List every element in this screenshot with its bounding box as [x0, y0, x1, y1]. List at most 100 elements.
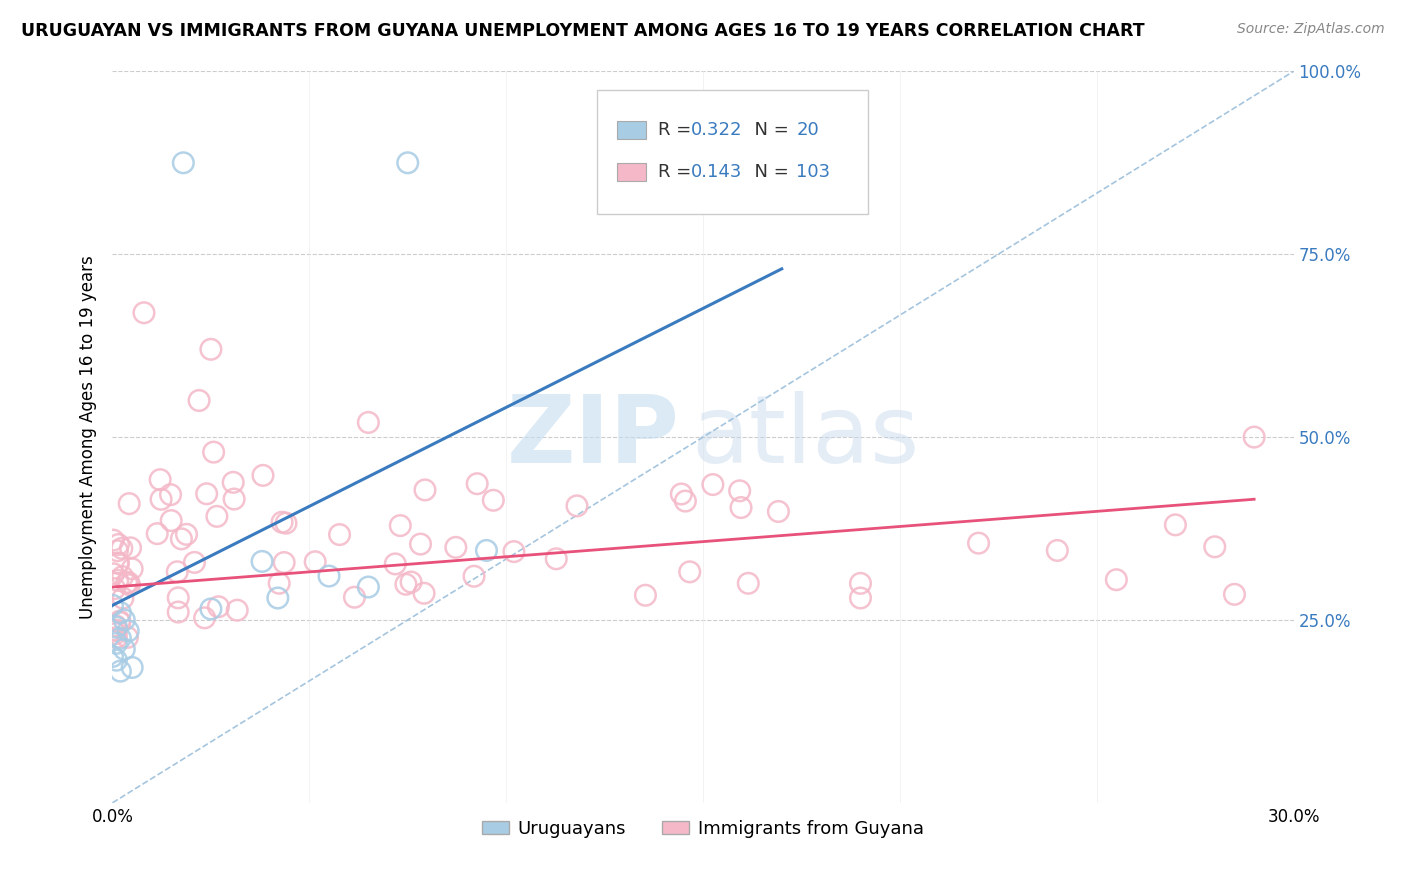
Point — [702, 477, 724, 491]
Point — [565, 499, 588, 513]
Point — [329, 527, 352, 541]
Point — [107, 537, 129, 551]
Point — [444, 541, 467, 555]
Text: Source: ZipAtlas.com: Source: ZipAtlas.com — [1237, 22, 1385, 37]
Point — [101, 649, 124, 664]
Text: atlas: atlas — [692, 391, 920, 483]
Point — [274, 516, 297, 531]
Point — [849, 576, 872, 591]
Point — [108, 615, 131, 630]
Point — [728, 483, 751, 498]
Point — [634, 588, 657, 602]
Point — [269, 576, 291, 591]
Point — [343, 591, 366, 605]
Point — [399, 575, 422, 590]
Point — [104, 626, 127, 640]
Point — [222, 475, 245, 490]
Point — [167, 605, 190, 619]
Point — [167, 591, 190, 605]
Point — [105, 543, 128, 558]
Point — [252, 468, 274, 483]
Point — [111, 569, 134, 583]
Point — [166, 565, 188, 579]
Point — [357, 580, 380, 594]
Text: R =: R = — [658, 121, 697, 139]
Point — [475, 543, 498, 558]
Point — [105, 631, 128, 645]
Point — [409, 537, 432, 551]
Point — [160, 514, 183, 528]
Point — [194, 611, 217, 625]
Point — [112, 642, 135, 657]
Point — [304, 555, 326, 569]
Point — [273, 556, 295, 570]
Point — [195, 487, 218, 501]
Point — [117, 624, 139, 638]
Text: R =: R = — [658, 163, 697, 181]
Point — [107, 556, 129, 570]
Point — [112, 613, 135, 627]
Text: ZIP: ZIP — [506, 391, 679, 483]
Point — [318, 569, 340, 583]
Point — [110, 632, 132, 646]
Bar — [617, 162, 647, 181]
Point — [1164, 517, 1187, 532]
Point — [384, 557, 406, 571]
Point — [118, 497, 141, 511]
Point — [207, 599, 229, 614]
Point — [159, 488, 181, 502]
Point — [671, 487, 693, 501]
Point — [111, 591, 134, 606]
Point — [107, 574, 129, 588]
Point — [395, 577, 418, 591]
Point — [413, 483, 436, 497]
Point — [103, 624, 125, 638]
Point — [172, 156, 194, 170]
Point — [110, 664, 132, 678]
Point — [117, 575, 139, 590]
Point — [250, 554, 273, 568]
Point — [105, 619, 128, 633]
Point — [121, 660, 143, 674]
Point — [730, 500, 752, 515]
Point — [389, 518, 412, 533]
Point — [115, 575, 138, 590]
Point — [105, 620, 128, 634]
Y-axis label: Unemployment Among Ages 16 to 19 years: Unemployment Among Ages 16 to 19 years — [79, 255, 97, 619]
Point — [465, 476, 488, 491]
Point — [1046, 543, 1069, 558]
Point — [224, 491, 246, 506]
Point — [170, 532, 193, 546]
Point — [105, 636, 128, 650]
Point — [118, 578, 141, 592]
Point — [105, 653, 128, 667]
Point — [503, 544, 526, 558]
Point — [967, 536, 990, 550]
Point — [357, 416, 380, 430]
Point — [105, 624, 128, 638]
Point — [107, 556, 129, 570]
Bar — [617, 121, 647, 139]
Point — [101, 599, 124, 613]
Point — [226, 603, 249, 617]
FancyBboxPatch shape — [596, 90, 869, 214]
Point — [768, 504, 790, 518]
Point — [737, 576, 759, 591]
Point — [413, 586, 436, 600]
Point — [849, 591, 872, 605]
Text: 0.143: 0.143 — [692, 163, 742, 181]
Point — [176, 527, 198, 541]
Point — [202, 445, 225, 459]
Point — [396, 156, 419, 170]
Text: URUGUAYAN VS IMMIGRANTS FROM GUYANA UNEMPLOYMENT AMONG AGES 16 TO 19 YEARS CORRE: URUGUAYAN VS IMMIGRANTS FROM GUYANA UNEM… — [21, 22, 1144, 40]
Point — [1105, 573, 1128, 587]
Point — [1243, 430, 1265, 444]
Point — [267, 591, 290, 605]
Point — [108, 614, 131, 628]
Point — [110, 606, 132, 620]
Text: 103: 103 — [796, 163, 831, 181]
Point — [120, 541, 142, 555]
Point — [111, 541, 134, 556]
Point — [546, 551, 568, 566]
Text: 0.322: 0.322 — [692, 121, 742, 139]
